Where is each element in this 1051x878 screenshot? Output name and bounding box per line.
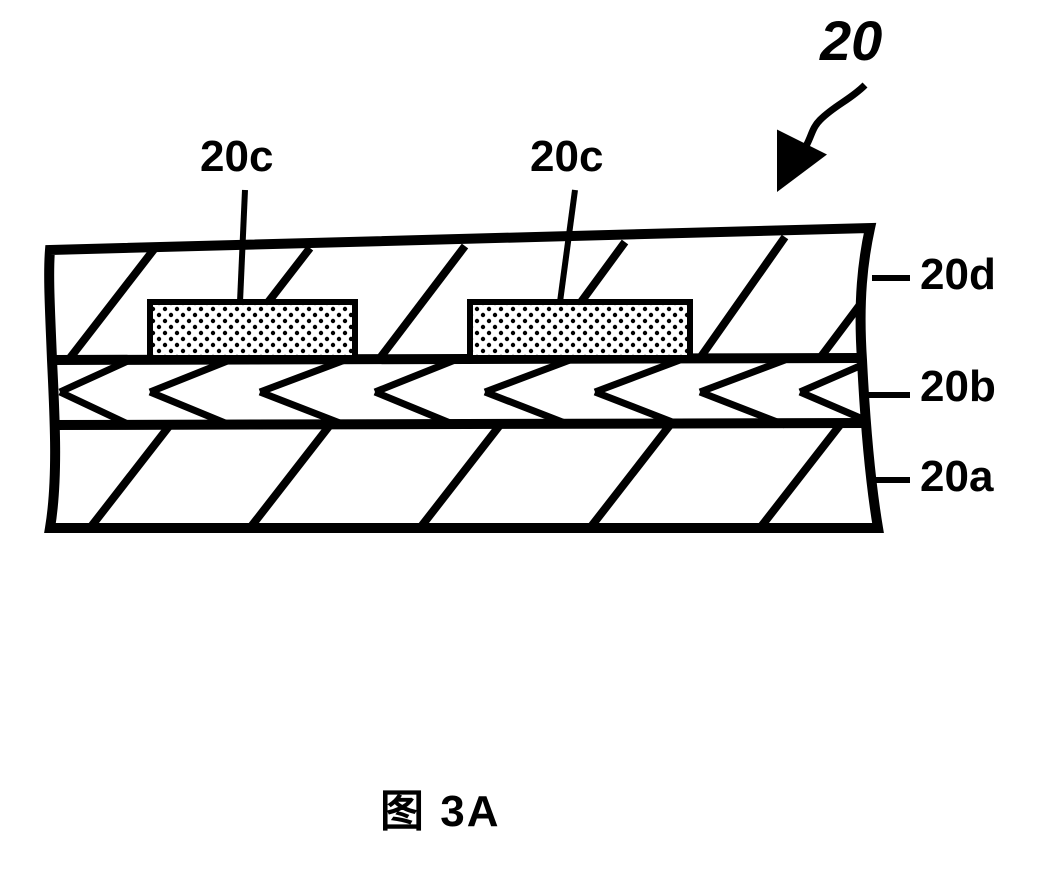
outer-border [49,228,878,528]
insert-label-right: 20c [530,132,603,182]
assembly-label: 20 [820,8,882,73]
layer-label-bot: 20a [920,452,993,502]
insert-right [470,302,690,358]
divider-mid [52,423,866,425]
layer-label-top: 20d [920,250,996,300]
diagram-svg [0,0,1051,878]
layer-label-mid: 20b [920,362,996,412]
assembly-pointer [782,85,865,182]
insert-label-left: 20c [200,132,273,182]
figure-caption: 图 3A [380,775,500,839]
insert-left [150,302,355,358]
figure-canvas: 20 20c 20c 20d 20b 20a 图 3A [0,0,1051,878]
